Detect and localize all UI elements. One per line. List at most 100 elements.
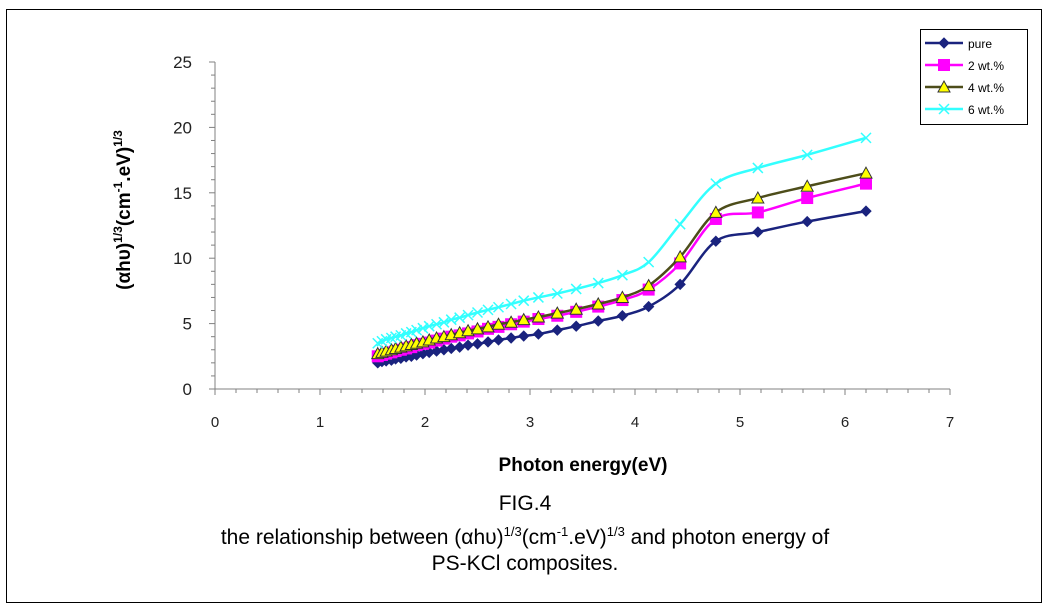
data-point-diamond — [482, 336, 494, 348]
axes: 0 1 2 3 4 5 6 7 0 5 10 15 20 25 — [173, 53, 954, 431]
data-point-x — [674, 218, 686, 230]
legend-swatch — [925, 79, 963, 93]
data-point-x — [551, 287, 563, 300]
y-tick-label: 10 — [173, 249, 192, 268]
legend-swatch — [925, 37, 963, 49]
x-tick-label: 1 — [316, 414, 324, 431]
data-point-x — [431, 318, 443, 330]
data-point-triangle — [516, 312, 531, 326]
data-point-triangle — [641, 278, 656, 292]
series-layer — [370, 132, 873, 369]
data-point-diamond — [453, 341, 466, 353]
data-point-square — [751, 206, 764, 219]
data-point-triangle — [751, 190, 765, 204]
data-point-diamond — [471, 338, 484, 350]
data-point-diamond — [674, 278, 686, 291]
x-tick-label: 3 — [526, 414, 534, 431]
data-point-triangle — [550, 306, 565, 319]
legend-label: 4 wt.% — [968, 81, 1005, 95]
data-point-triangle — [481, 319, 495, 333]
data-point-square — [938, 59, 950, 71]
x-tick-label: 4 — [631, 414, 639, 431]
series-pure — [372, 205, 872, 369]
y-tick-label: 15 — [173, 184, 192, 203]
data-point-x — [482, 304, 494, 316]
x-tick-label: 6 — [841, 414, 849, 431]
data-point-diamond — [462, 339, 474, 351]
data-point-x — [471, 306, 484, 319]
data-point-x — [438, 316, 450, 328]
data-point-diamond — [517, 330, 530, 342]
caption-line-2: PS-KCl composites. — [431, 552, 619, 575]
data-point-square — [860, 177, 872, 190]
legend-item: 2 wt.% — [921, 56, 1029, 78]
figure-frame — [6, 9, 1042, 603]
x-axis-title: Photon energy(eV) — [499, 455, 668, 476]
legend-label: pure — [968, 37, 993, 51]
data-point-diamond — [642, 300, 655, 313]
series-line — [377, 171, 867, 355]
data-point-x — [532, 291, 544, 303]
data-point-diamond — [616, 310, 629, 322]
data-point-triangle — [709, 205, 723, 218]
data-point-x — [445, 314, 457, 326]
series-4-wt- — [370, 166, 873, 360]
data-point-diamond — [570, 320, 582, 332]
caption-line-1: the relationship between (αhυ)1/3(cm-1.e… — [220, 524, 830, 549]
y-axis-title: (αhυ)1/3(cm-1.eV)1/3 — [111, 130, 135, 290]
data-point-x — [462, 309, 474, 321]
legend-label: 6 wt.% — [968, 103, 1005, 117]
data-point-diamond — [860, 205, 872, 217]
data-point-x — [710, 178, 722, 190]
y-tick-label: 0 — [183, 380, 192, 399]
data-point-diamond — [592, 315, 604, 327]
y-tick-label: 25 — [173, 53, 192, 72]
data-point-diamond — [492, 334, 505, 346]
data-point-diamond — [505, 332, 517, 344]
x-tick-label: 5 — [736, 414, 744, 431]
data-point-x — [518, 295, 530, 307]
data-point-x — [454, 312, 466, 324]
data-point-triangle — [461, 323, 475, 337]
x-tick-label: 7 — [946, 414, 954, 431]
data-point-diamond — [445, 342, 457, 355]
data-point-diamond — [938, 37, 950, 49]
data-point-triangle — [470, 321, 485, 335]
data-point-triangle — [491, 317, 506, 330]
data-point-x — [860, 132, 872, 144]
figure-label: FIG.4 — [498, 492, 552, 515]
data-point-triangle — [569, 302, 584, 315]
y-tick-label: 20 — [173, 118, 192, 137]
series-6-wt- — [372, 132, 872, 349]
legend-item: pure — [921, 34, 1029, 56]
legend-label: 2 wt.% — [968, 59, 1005, 73]
data-point-triangle — [673, 249, 687, 263]
data-point-x — [411, 324, 423, 336]
legend-swatch — [925, 103, 963, 115]
data-point-x — [643, 256, 655, 268]
data-point-x — [938, 103, 950, 115]
legend-item: 4 wt.% — [921, 78, 1029, 100]
legend-item: 6 wt.% — [921, 100, 1029, 122]
data-point-x — [385, 332, 397, 344]
data-point-x — [752, 162, 764, 174]
data-point-x — [592, 277, 604, 289]
data-point-x — [423, 320, 435, 332]
x-tick-label: 2 — [421, 414, 429, 431]
data-point-triangle — [504, 315, 518, 328]
x-tick-label: 0 — [211, 414, 219, 431]
legend-swatch — [925, 59, 963, 71]
data-point-x — [492, 301, 505, 313]
data-point-triangle — [615, 290, 630, 303]
data-point-x — [801, 149, 813, 161]
data-point-triangle — [800, 179, 815, 192]
data-point-x — [417, 322, 429, 334]
data-point-diamond — [752, 226, 764, 238]
data-point-triangle — [531, 310, 546, 323]
data-point-triangle — [591, 296, 606, 310]
y-tick-label: 5 — [183, 315, 192, 334]
series-2-wt- — [371, 177, 872, 363]
data-point-diamond — [551, 324, 564, 336]
data-point-diamond — [710, 235, 722, 247]
